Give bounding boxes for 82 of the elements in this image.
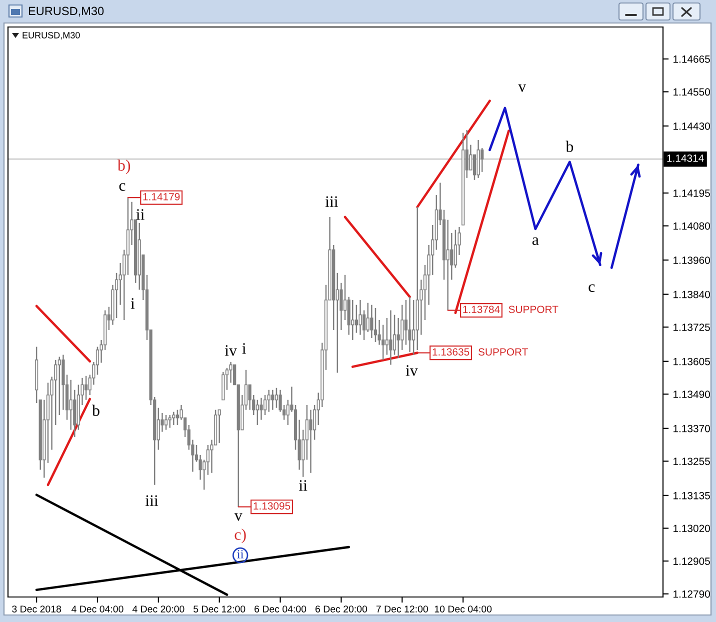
y-tick-label: 1.13020 bbox=[674, 524, 710, 532]
y-tick-label: 1.14665 bbox=[674, 55, 710, 63]
annotation: v bbox=[518, 84, 526, 92]
candlestick bbox=[164, 414, 168, 430]
annotation: 1.14179 bbox=[143, 193, 180, 200]
candlestick bbox=[271, 389, 274, 410]
annotation: ii bbox=[298, 480, 308, 491]
candlestick bbox=[274, 387, 278, 408]
annotation: a bbox=[532, 237, 539, 245]
annotation: c bbox=[119, 183, 126, 191]
y-tick-label: 1.13605 bbox=[674, 358, 710, 366]
annotation: c bbox=[588, 284, 595, 292]
x-tick-label: 10 Dec 04:00 bbox=[434, 606, 492, 612]
annotation: v bbox=[234, 513, 242, 521]
candlestick bbox=[84, 375, 88, 400]
annotation: iii bbox=[145, 495, 158, 506]
candlestick bbox=[469, 144, 472, 171]
candlestick bbox=[366, 302, 370, 333]
candlestick bbox=[382, 324, 385, 361]
annotation: c) bbox=[234, 528, 246, 544]
y-tick-label: 1.14550 bbox=[674, 88, 710, 96]
y-tick-label: 1.13370 bbox=[674, 424, 710, 432]
x-tick-label: 3 Dec 2018 bbox=[12, 606, 62, 612]
chart-subtitle: EURUSD,M30 bbox=[22, 32, 80, 40]
annotation: SUPPORT bbox=[508, 306, 558, 314]
ref-line-label: 1.14314 bbox=[667, 154, 704, 162]
annotation: iv bbox=[406, 365, 418, 376]
annotation: b bbox=[566, 140, 574, 152]
annotation: i bbox=[242, 343, 246, 354]
chart-title: EURUSD,M30 bbox=[28, 6, 104, 17]
candlestick bbox=[374, 307, 378, 343]
y-tick-label: 1.12905 bbox=[674, 558, 710, 565]
candlestick bbox=[480, 147, 484, 173]
x-tick-label: 5 Dec 12:00 bbox=[194, 606, 246, 612]
annotation: ii bbox=[237, 550, 244, 558]
x-tick-label: 6 Dec 20:00 bbox=[315, 606, 368, 612]
candlestick bbox=[354, 304, 358, 334]
candlestick bbox=[176, 409, 180, 426]
annotation: b bbox=[92, 404, 100, 416]
annotation: 1.13635 bbox=[432, 348, 470, 356]
y-tick-label: 1.13135 bbox=[674, 492, 710, 500]
candlestick bbox=[58, 356, 61, 416]
candlestick bbox=[172, 411, 176, 426]
x-tick-label: 4 Dec 20:00 bbox=[132, 606, 184, 612]
y-tick-label: 1.13490 bbox=[674, 390, 710, 398]
annotation: ii bbox=[136, 209, 144, 220]
candlestick bbox=[389, 310, 392, 366]
annotation: iv bbox=[224, 345, 237, 356]
annotation: 1.13095 bbox=[254, 502, 290, 510]
y-tick-label: 1.14430 bbox=[674, 122, 710, 130]
candlestick bbox=[218, 409, 221, 444]
y-tick-label: 1.14195 bbox=[674, 190, 710, 197]
x-tick-label: 4 Dec 04:00 bbox=[72, 606, 124, 612]
candlestick bbox=[408, 296, 412, 353]
annotation: iii bbox=[325, 196, 338, 207]
candlestick bbox=[396, 317, 400, 359]
candlestick bbox=[263, 394, 267, 416]
y-tick-label: 1.12790 bbox=[674, 590, 710, 598]
candlestick bbox=[446, 219, 450, 311]
candlestick bbox=[267, 389, 270, 412]
candlestick bbox=[260, 397, 263, 420]
annotation: 1.13784 bbox=[463, 306, 500, 314]
candlestick bbox=[385, 317, 388, 356]
candlestick bbox=[168, 414, 172, 428]
candlestick bbox=[358, 299, 362, 336]
y-tick-label: 1.14080 bbox=[674, 222, 710, 230]
y-tick-label: 1.13840 bbox=[674, 290, 710, 298]
x-tick-label: 7 Dec 12:00 bbox=[376, 606, 428, 612]
y-tick-label: 1.13255 bbox=[674, 458, 710, 466]
annotation: SUPPORT bbox=[478, 348, 528, 356]
annotation: b) bbox=[117, 160, 130, 174]
candlestick bbox=[256, 399, 259, 426]
candlestick bbox=[370, 304, 374, 339]
candlestick bbox=[206, 444, 210, 476]
candlestick bbox=[351, 299, 354, 341]
candlestick bbox=[309, 409, 312, 474]
annotation: i bbox=[130, 298, 135, 309]
x-tick-label: 6 Dec 04:00 bbox=[254, 606, 306, 612]
y-tick-label: 1.13725 bbox=[674, 324, 710, 331]
line-series bbox=[488, 106, 602, 266]
y-tick-label: 1.13960 bbox=[674, 256, 710, 264]
candlestick bbox=[69, 379, 72, 430]
